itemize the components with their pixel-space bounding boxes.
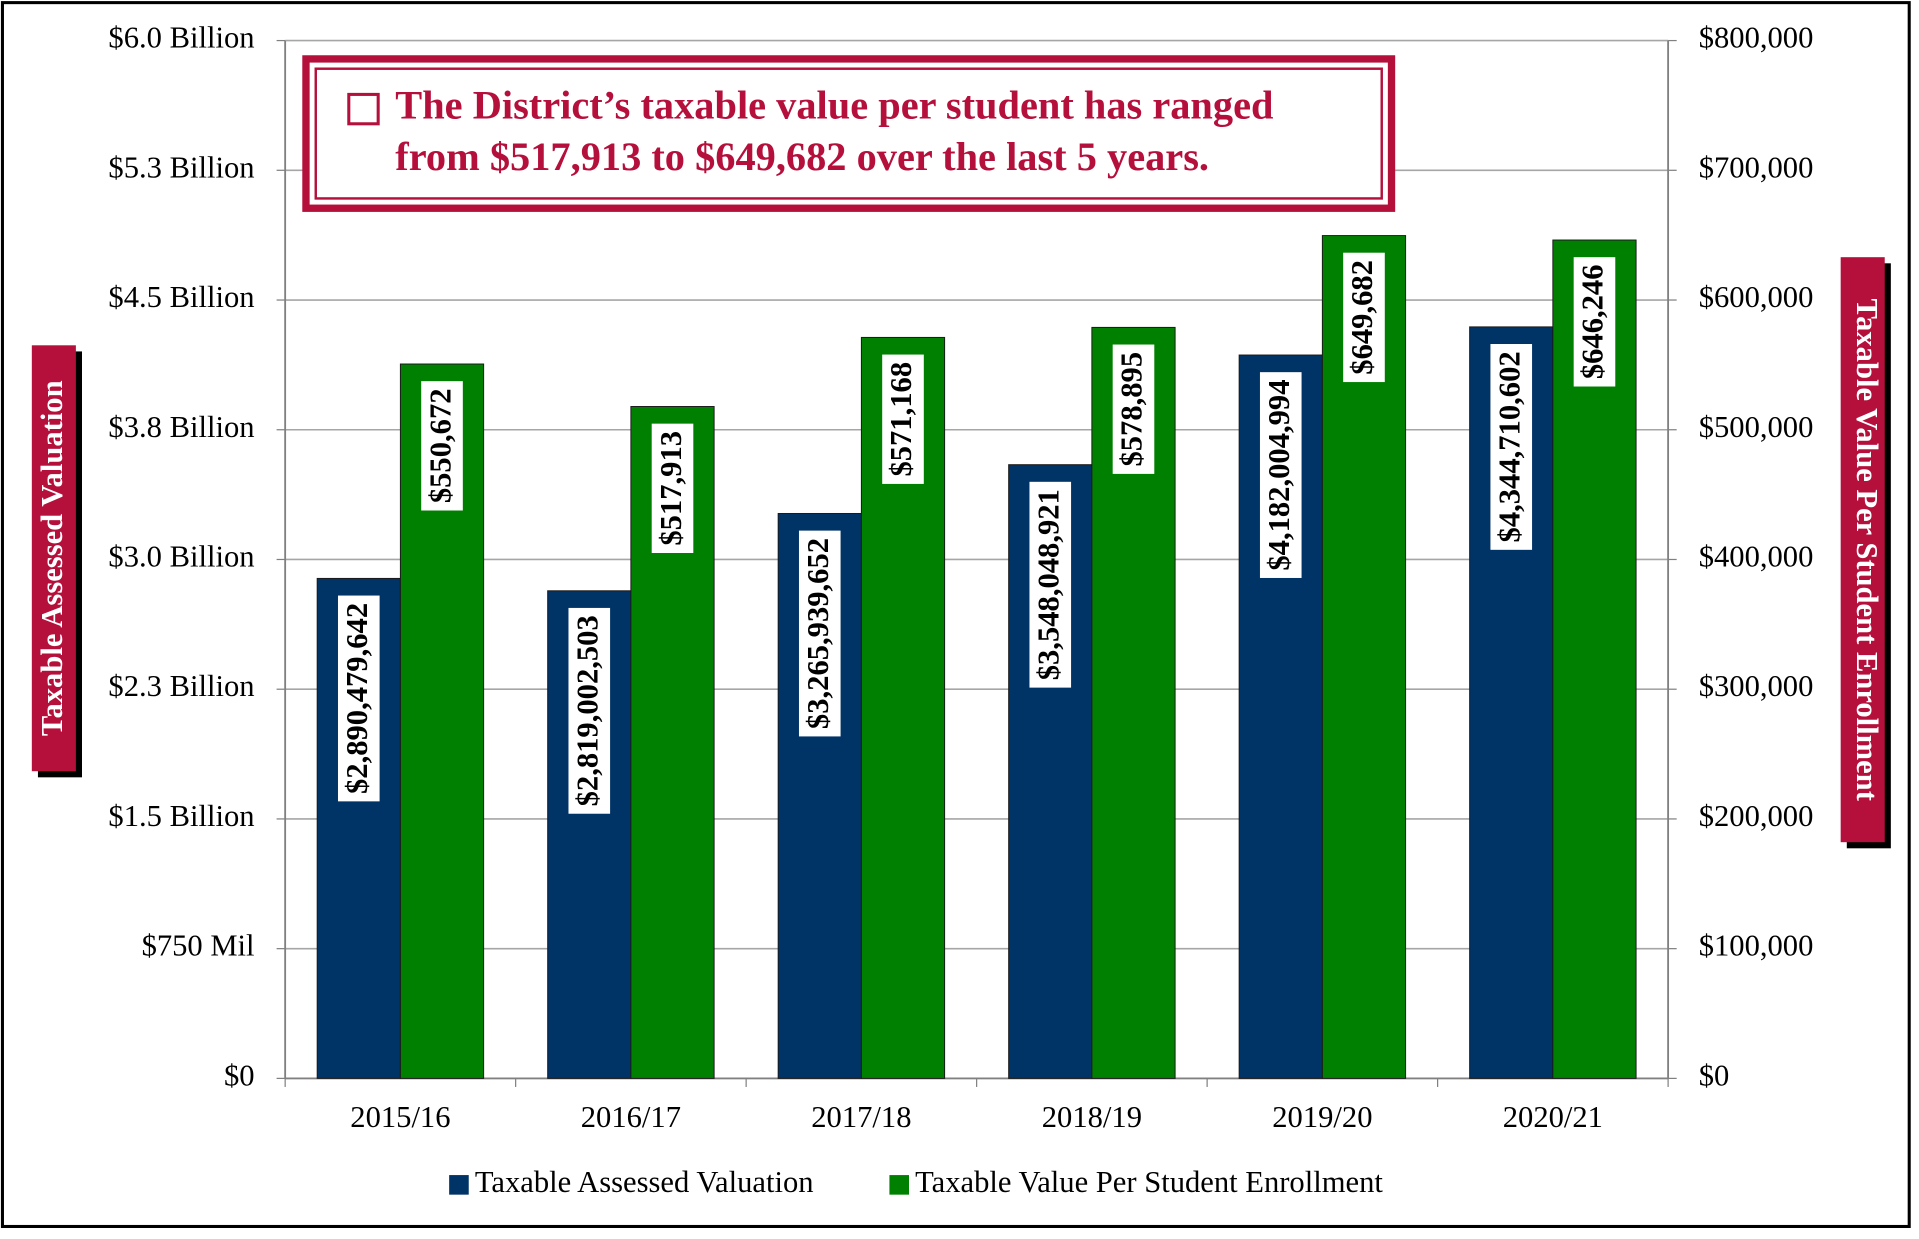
- annotation-line: The District’s taxable value per student…: [395, 82, 1273, 127]
- y-tick-label: $750 Mil: [142, 929, 255, 963]
- x-tick-label: 2018/19: [1042, 1100, 1142, 1134]
- annotation-border: [302, 55, 1396, 212]
- value-label: $4,344,710,602: [1490, 344, 1533, 550]
- x-tick-label: 2017/18: [811, 1100, 911, 1134]
- value-label: $571,168: [882, 354, 924, 484]
- value-label-box: [882, 354, 924, 484]
- y2-tick-label: $500,000: [1699, 410, 1814, 444]
- x-tick-label: 2016/17: [581, 1100, 681, 1134]
- value-label: $2,819,002,503: [568, 607, 611, 814]
- value-label: $3,265,939,652: [798, 530, 841, 737]
- value-label-text: $578,895: [1115, 352, 1149, 467]
- value-label-text: $2,819,002,503: [571, 615, 605, 806]
- value-label-text: $3,265,939,652: [801, 538, 835, 729]
- annotation-inner-border: [314, 67, 1383, 200]
- y2-tick-label: $100,000: [1699, 929, 1814, 963]
- y2-tick-label: $700,000: [1699, 150, 1814, 184]
- value-label: $517,913: [651, 423, 694, 554]
- value-label-box: [1573, 257, 1616, 387]
- value-label-box: [1343, 252, 1385, 383]
- value-label-box: [421, 381, 463, 511]
- y2-tick-label: $200,000: [1699, 799, 1814, 833]
- y-tick-label: $5.3 Billion: [108, 150, 254, 184]
- y2-axis-label: Taxable Value Per Student Enrollment: [1850, 299, 1884, 802]
- annotation-box: The District’s taxable value per student…: [302, 55, 1396, 212]
- value-label: $2,890,479,642: [337, 595, 380, 802]
- y2-tick-label: $300,000: [1699, 669, 1814, 703]
- value-label-text: $649,682: [1345, 260, 1379, 375]
- title-box: [31, 345, 76, 772]
- value-label: $646,246: [1573, 257, 1616, 387]
- y-axis-label: Taxable Assessed Valuation: [35, 380, 69, 736]
- value-label-box: [337, 595, 380, 802]
- legend: Taxable Assessed Valuation Taxable Value …: [449, 1165, 1383, 1199]
- y2-tick-label: $600,000: [1699, 280, 1814, 314]
- value-label-text: $646,246: [1576, 265, 1610, 380]
- y2-axis-title: Taxable Value Per Student Enrollment: [1840, 257, 1891, 849]
- value-label-box: [568, 607, 611, 814]
- value-label-text: $3,548,048,921: [1032, 489, 1066, 680]
- value-label-box: [1490, 344, 1533, 550]
- value-label-text: $517,913: [654, 431, 688, 546]
- y-tick-label: $2.3 Billion: [108, 669, 254, 703]
- value-label-text: $4,182,004,994: [1262, 380, 1296, 571]
- value-label-text: $4,344,710,602: [1492, 351, 1526, 542]
- title-box: [1840, 257, 1885, 843]
- bullet-box: [347, 92, 380, 126]
- x-tick-label: 2015/16: [350, 1100, 450, 1134]
- legend-swatch: [449, 1175, 469, 1195]
- value-label-text: $571,168: [884, 362, 918, 477]
- value-label: $578,895: [1112, 344, 1155, 474]
- legend-label: Taxable Assessed Valuation: [475, 1165, 814, 1199]
- value-label: $4,182,004,994: [1259, 372, 1302, 578]
- value-label-text: $550,672: [423, 388, 457, 503]
- x-tick-label: 2020/21: [1503, 1100, 1603, 1134]
- value-label-text: $2,890,479,642: [340, 603, 374, 794]
- y-tick-label: $1.5 Billion: [108, 799, 254, 833]
- value-label-box: [1259, 372, 1302, 578]
- y-axis-title: Taxable Assessed Valuation: [31, 345, 82, 778]
- x-tick-label: 2019/20: [1272, 1100, 1372, 1134]
- value-label: $550,672: [421, 381, 463, 511]
- legend-swatch: [889, 1175, 910, 1195]
- annotation-line: from $517,913 to $649,682 over the last …: [395, 134, 1209, 179]
- value-label-box: [651, 423, 694, 554]
- legend-label: Taxable Value Per Student Enrollment: [915, 1165, 1383, 1199]
- y-tick-label: $0: [224, 1058, 255, 1092]
- y2-tick-label: $400,000: [1699, 539, 1814, 573]
- plot-area: $0 $750 Mil $1.5 Billion $2.3 Billion $3.0 B…: [108, 21, 1813, 1199]
- value-label-box: [1112, 344, 1155, 474]
- y2-tick-label: $800,000: [1699, 21, 1814, 55]
- y-tick-label: $3.8 Billion: [108, 410, 254, 444]
- value-label: $649,682: [1343, 252, 1385, 383]
- value-label-box: [798, 530, 841, 737]
- y2-tick-label: $0: [1699, 1058, 1730, 1092]
- y-tick-label: $4.5 Billion: [108, 280, 254, 314]
- y-tick-label: $3.0 Billion: [108, 539, 254, 573]
- y-tick-label: $6.0 Billion: [108, 21, 254, 55]
- value-label-box: [1029, 481, 1072, 688]
- value-label: $3,548,048,921: [1029, 481, 1072, 688]
